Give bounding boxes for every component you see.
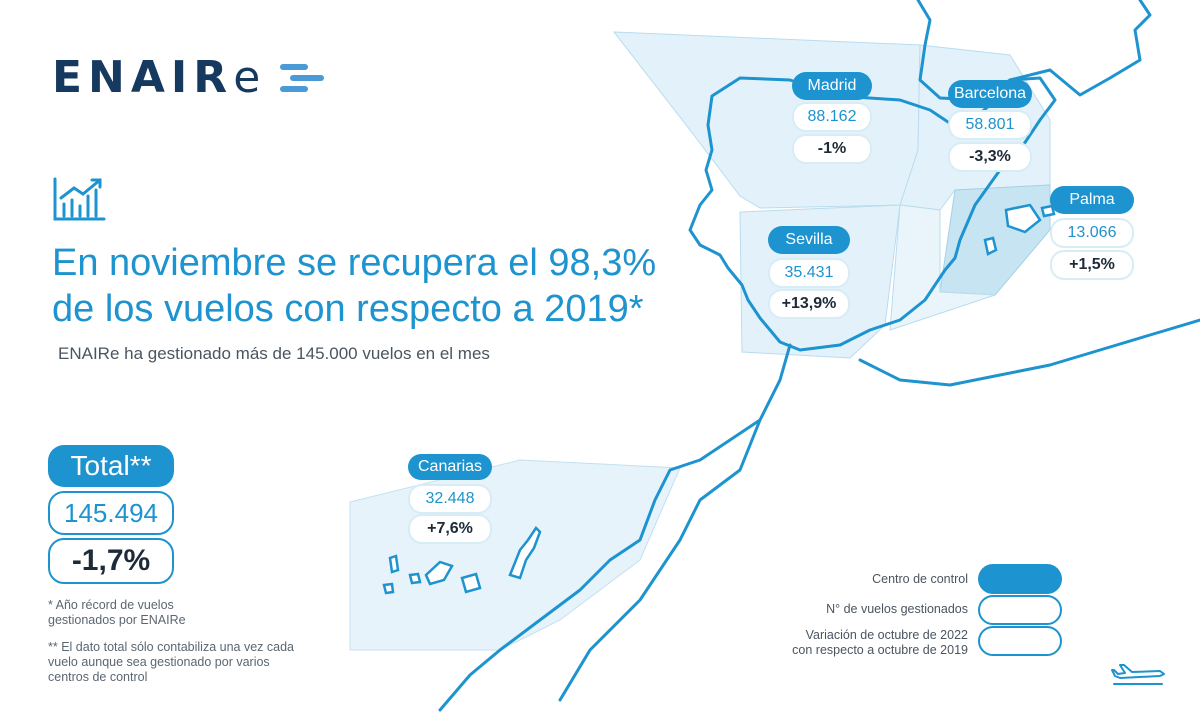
legend-flights-swatch	[978, 595, 1062, 625]
madrid-flights: 88.162	[792, 102, 872, 132]
africa-coast-west	[438, 343, 792, 712]
africa-coast-north	[858, 318, 1200, 387]
island-hierro	[382, 582, 395, 595]
barcelona-label: Barcelona	[948, 80, 1032, 108]
legend-control-center-swatch	[978, 564, 1062, 594]
legend-variation-swatch	[978, 626, 1062, 656]
sevilla-label: Sevilla	[768, 226, 850, 254]
france-coast	[1008, 0, 1152, 97]
legend-control-center-text: Centro de control	[872, 572, 968, 586]
legend-variation-text: Variación de octubre de 2022 con respect…	[792, 628, 968, 658]
canarias-label: Canarias	[408, 454, 492, 480]
palma-variation: +1,5%	[1050, 250, 1134, 280]
island-tenerife	[424, 560, 454, 586]
enaire-logo: ENAIRe	[52, 52, 325, 103]
legend-flights-text: N° de vuelos gestionados	[826, 602, 968, 616]
island-gomera	[408, 572, 422, 585]
logo-bars-icon	[280, 60, 325, 96]
zone-canarias	[349, 459, 681, 651]
sevilla-variation: +13,9%	[768, 289, 850, 319]
total-flights: 145.494	[48, 491, 174, 535]
canarias-variation: +7,6%	[408, 514, 492, 544]
island-mallorca	[1004, 203, 1042, 234]
zone-sevilla-east	[889, 204, 996, 331]
logo-text: ENAIRe	[52, 52, 267, 103]
subline-text: ha gestionado más de 145.000 vuelos en e…	[119, 344, 490, 363]
island-la-palma	[388, 554, 400, 574]
note-record-year: * Año récord de vuelos gestionados por E…	[48, 598, 186, 627]
canarias-flights: 32.448	[408, 484, 492, 514]
total-label: Total**	[48, 445, 174, 487]
total-variation: -1,7%	[48, 538, 174, 584]
sevilla-flights: 35.431	[768, 258, 850, 288]
barcelona-flights: 58.801	[948, 110, 1032, 140]
island-lanzarote-fuerteventura	[508, 526, 542, 580]
zone-palma	[939, 184, 1051, 296]
headline-line-2: de los vuelos con respecto a 2019*	[52, 288, 644, 330]
island-gran-canaria	[460, 572, 482, 594]
barcelona-variation: -3,3%	[948, 142, 1032, 172]
palma-label: Palma	[1050, 186, 1134, 214]
headline: En noviembre se recupera el 98,3% de los…	[52, 240, 692, 332]
legend-variation-line-1: Variación de octubre de 2022	[805, 628, 968, 642]
note-total-explanation: ** El dato total sólo contabiliza una ve…	[48, 640, 294, 684]
island-menorca	[1040, 204, 1056, 218]
subline-brand: ENAIRe	[58, 344, 120, 363]
palma-flights: 13.066	[1050, 218, 1134, 248]
madrid-variation: -1%	[792, 134, 872, 164]
headline-line-1: En noviembre se recupera el 98,3%	[52, 242, 657, 284]
africa-border	[558, 418, 762, 702]
growth-chart-icon	[53, 177, 106, 221]
subline: ENAIRe ha gestionado más de 145.000 vuel…	[58, 344, 490, 364]
madrid-label: Madrid	[792, 72, 872, 100]
airplane-icon	[1111, 664, 1165, 685]
island-ibiza	[983, 236, 998, 256]
zone-madrid	[612, 31, 921, 209]
legend-variation-line-2: con respecto a octubre de 2019	[792, 643, 968, 657]
